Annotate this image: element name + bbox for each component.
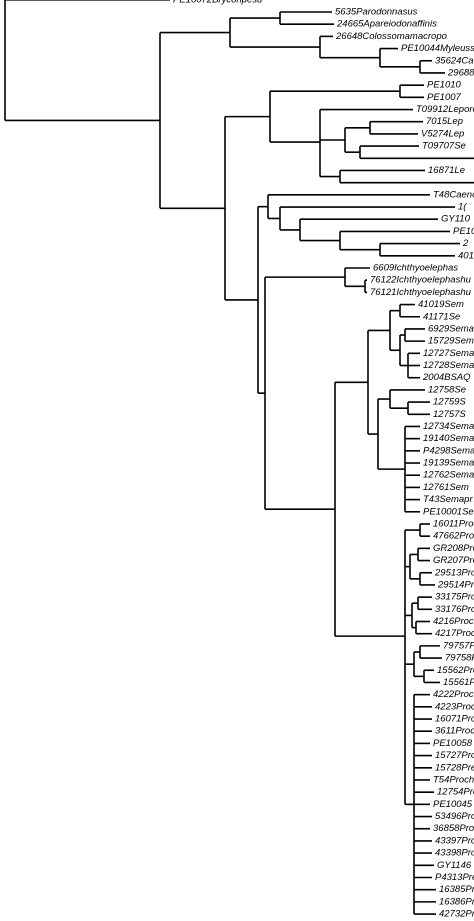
leaf-label: 41171Se [423,311,460,322]
leaf-label: 15727Pro [435,750,474,761]
leaf-label: 29688 [447,67,474,78]
leaf-label: 4216Proch [433,616,474,627]
leaf-label: 33176Proc [435,604,474,615]
leaf-label: 1( [458,202,467,213]
leaf-label: 7015Lep [426,116,463,127]
leaf-label: PE10001Se [423,506,474,517]
leaf-label: 6929Sema [428,323,474,334]
leaf-label: 12759S [433,397,466,408]
leaf-label: PE1007 [427,92,462,103]
leaf-label: 33175Proc [435,592,474,603]
leaf-label: 4217Proch [435,628,474,639]
leaf-label: 16011Proch [433,518,474,529]
leaf-label: 19139Sema [423,458,474,469]
leaf-label: 29514Proc [437,579,474,590]
leaf-label: 401 [458,250,474,261]
leaf-label: 3611Proc [435,726,474,737]
leaf-label: 15729Sem [428,336,474,347]
leaf-label: 12758Se [428,384,466,395]
leaf-label: T54Proch [433,774,474,785]
leaf-label: PE10045 [433,799,473,810]
leaf-label: 79757P [443,640,474,651]
leaf-label: 41019Sem [418,299,464,310]
leaf-label: 12754Pre [437,787,474,798]
leaf-label: 4222ProcN [433,689,474,700]
leaf-label: 6609Ichthyoelephas [373,263,458,274]
leaf-label: 4223Proc [435,701,474,712]
leaf-label: 15562Pro [437,665,474,676]
leaf-label: 16871Le [428,165,465,176]
leaf-label: PE10 [453,226,474,237]
leaf-label: 2004BSAQ [422,372,471,383]
leaf-label: 24665Apareiodonaffinis [336,19,437,30]
leaf-label: 26648Colossomamacropo [335,31,447,42]
leaf-label: PE10072Bryconpesu [173,0,263,5]
leaf-label: PE10058 [433,738,473,749]
leaf-label: 76121Ichthyoelephashu [370,287,472,298]
leaf-label: 12761Sem [423,482,469,493]
leaf-label: GR208Proc [433,543,474,554]
leaf-label: 16071Proc [435,714,474,725]
leaf-label: 47662Proch [433,531,474,542]
leaf-label: PE10044Myleuss [401,43,474,54]
leaf-label: 16385Pr [439,884,474,895]
leaf-label: 12728Sema [423,360,474,371]
leaf-label: 79758Pr [445,653,474,664]
leaf-label: 42732Pr [439,909,474,920]
leaf-label: 29513Proc [434,567,474,578]
leaf-label: 12727Sema [423,348,474,359]
leaf-label: PE1010 [427,80,462,91]
leaf-label: T09707Se [422,141,466,152]
leaf-label: 36858Pro [433,823,474,834]
leaf-label: 15561P [443,677,474,688]
leaf-label: 43398Pro [435,848,474,859]
leaf-label: GR207Proc [433,555,474,566]
leaf-label: GY110 [441,214,471,225]
leaf-label: P4313Pre [435,872,474,883]
leaf-label: 16386Pr [439,896,474,907]
leaf-label: V5274Lep [421,128,464,139]
leaf-label: 5635Parodonnasus [335,7,418,18]
leaf-label: GY1146 [437,860,472,871]
leaf-label: T09912Lepore [416,104,474,115]
leaf-label: P4298Sema [423,445,474,456]
leaf-label: 76122Ichthyoelephashu [370,275,472,286]
leaf-label: 53496Pro [435,811,474,822]
leaf-label: 12757S [433,409,466,420]
leaf-label: 2 [462,238,469,249]
leaf-label: 19140Sema [423,433,474,444]
leaf-label: 35624Ca [435,55,474,66]
leaf-label: T48Caeno [433,189,474,200]
leaf-label: T43Semapr [423,494,473,505]
leaf-label: 15728Pre [435,762,474,773]
leaf-label: 12734Sema [423,421,474,432]
leaf-label: 12762Sema [423,470,474,481]
leaf-label: 43397Pro [435,835,474,846]
